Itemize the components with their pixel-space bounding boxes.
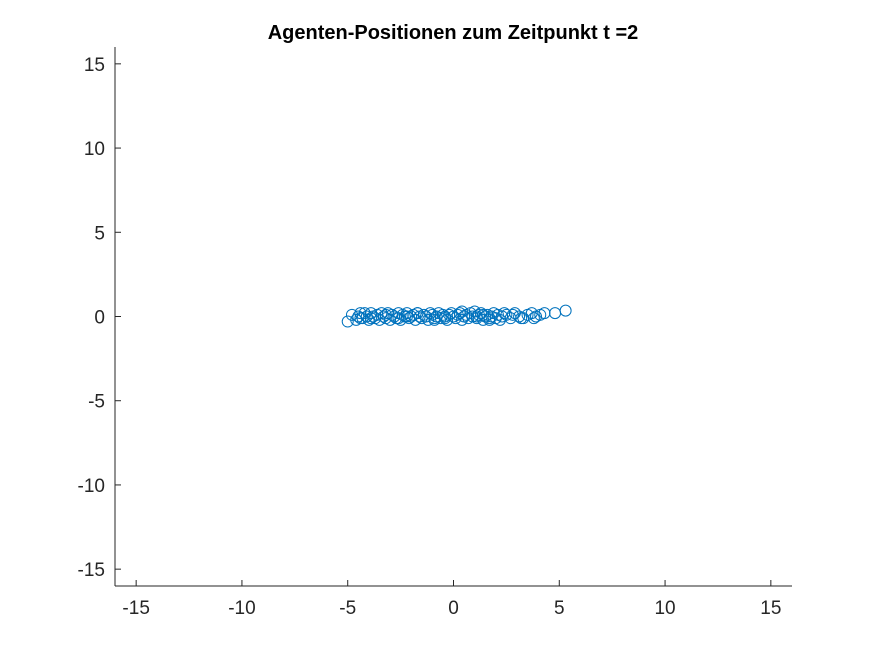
scatter-point — [515, 312, 528, 325]
x-tick-label: 10 — [654, 598, 675, 619]
x-tick-label: 5 — [554, 598, 565, 619]
x-ticks: -15 -10 -5 0 5 10 15 — [122, 580, 781, 619]
y-tick-label: 0 — [94, 308, 105, 329]
scatter-point — [498, 307, 511, 320]
scatter-point — [341, 315, 354, 328]
scatter-point — [379, 308, 392, 321]
x-tick-label: -15 — [122, 598, 149, 619]
scatter-point — [400, 310, 413, 323]
scatter-point — [439, 312, 452, 325]
chart-title: Agenten-Positionen zum Zeitpunkt t =2 — [268, 22, 639, 44]
scatter-points — [341, 304, 572, 328]
scatter-point — [394, 313, 407, 326]
scatter-point — [441, 313, 454, 326]
scatter-point — [455, 305, 468, 318]
scatter-point — [527, 312, 540, 325]
x-tick-label: -10 — [228, 598, 255, 619]
x-tick-label: 15 — [760, 598, 781, 619]
scatter-point — [506, 308, 519, 321]
scatter-point — [559, 304, 572, 317]
y-tick-label: 15 — [84, 55, 105, 76]
x-tick-label: -5 — [339, 598, 356, 619]
y-tick-label: -15 — [78, 560, 105, 581]
y-ticks: -15 -10 -5 0 5 10 15 — [78, 55, 121, 581]
y-tick-label: 10 — [84, 139, 105, 160]
scatter-point — [354, 312, 367, 325]
scatter-point — [500, 308, 513, 321]
y-tick-label: -10 — [78, 476, 105, 497]
scatter-point — [392, 312, 405, 325]
y-tick-label: -5 — [88, 392, 105, 413]
x-tick-label: 0 — [448, 598, 459, 619]
scatter-point — [411, 307, 424, 320]
scatter-point — [470, 310, 483, 323]
scatter-point — [525, 307, 538, 320]
y-tick-label: 5 — [94, 223, 105, 244]
scatter-point — [477, 308, 490, 321]
scatter-point — [483, 312, 496, 325]
scatter-point — [468, 305, 481, 318]
